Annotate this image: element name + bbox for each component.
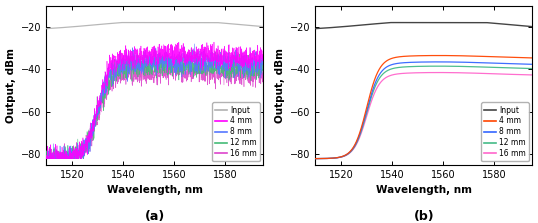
Y-axis label: Output, dBm: Output, dBm [274, 48, 285, 123]
Legend: Input, 4 mm, 8 mm, 12 mm, 16 mm: Input, 4 mm, 8 mm, 12 mm, 16 mm [213, 102, 260, 161]
X-axis label: Wavelength, nm: Wavelength, nm [107, 186, 203, 195]
Legend: Input, 4 mm, 8 mm, 12 mm, 16 mm: Input, 4 mm, 8 mm, 12 mm, 16 mm [482, 102, 529, 161]
Y-axis label: Output, dBm: Output, dBm [5, 48, 16, 123]
Text: (b): (b) [414, 210, 434, 223]
X-axis label: Wavelength, nm: Wavelength, nm [376, 186, 472, 195]
Text: (a): (a) [145, 210, 165, 223]
